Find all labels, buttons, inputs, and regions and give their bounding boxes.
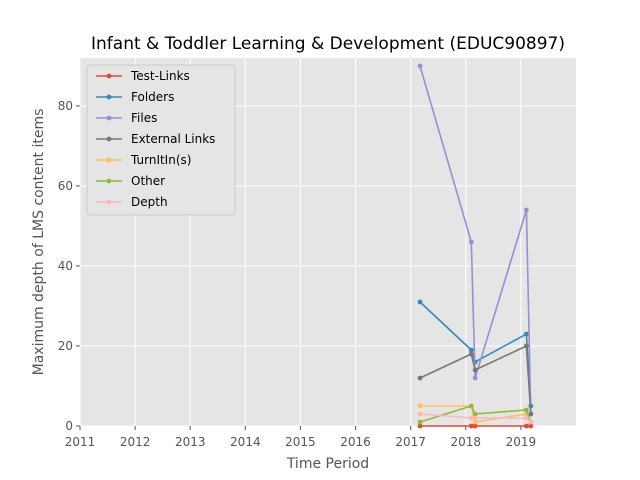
data-point bbox=[468, 423, 474, 429]
data-point bbox=[524, 331, 529, 337]
x-tick-label: 2011 bbox=[65, 435, 96, 449]
y-axis-label: Maximum depth of LMS content items bbox=[31, 109, 47, 376]
data-point bbox=[468, 347, 474, 353]
legend-item: TurnItIn(s) bbox=[96, 153, 191, 167]
series-6 bbox=[417, 411, 534, 425]
chart-title: Infant & Toddler Learning & Development … bbox=[91, 34, 565, 54]
legend-swatch-marker bbox=[106, 73, 112, 79]
legend-label: Depth bbox=[131, 195, 168, 209]
x-tick-label: 2018 bbox=[451, 435, 482, 449]
data-point bbox=[417, 423, 423, 429]
data-point bbox=[528, 411, 534, 417]
x-tick-label: 2016 bbox=[340, 435, 371, 449]
data-point bbox=[528, 423, 534, 429]
data-point bbox=[472, 423, 478, 429]
legend-swatch-marker bbox=[106, 136, 112, 142]
data-point bbox=[468, 239, 474, 245]
data-point bbox=[524, 415, 529, 421]
data-point bbox=[524, 423, 529, 429]
y-tick-label: 80 bbox=[58, 99, 73, 113]
data-point bbox=[472, 411, 478, 417]
y-tick-label: 0 bbox=[65, 419, 73, 433]
legend-label: Files bbox=[131, 111, 157, 125]
y-tick-label: 40 bbox=[58, 259, 73, 273]
series-0 bbox=[417, 423, 534, 429]
legend-swatch-marker bbox=[106, 199, 112, 205]
x-tick-label: 2017 bbox=[395, 435, 426, 449]
legend-swatch-marker bbox=[106, 178, 112, 184]
data-point bbox=[524, 343, 529, 349]
legend-item: Other bbox=[96, 174, 165, 188]
legend-label: External Links bbox=[131, 132, 215, 146]
legend-label: Folders bbox=[131, 90, 174, 104]
data-point bbox=[472, 415, 478, 421]
legend-item: Files bbox=[96, 111, 157, 125]
legend-item: External Links bbox=[96, 132, 215, 146]
data-point bbox=[472, 367, 478, 373]
data-point bbox=[472, 375, 478, 381]
legend-box bbox=[86, 64, 236, 216]
legend-label: Other bbox=[131, 174, 165, 188]
x-tick-label: 2013 bbox=[175, 435, 206, 449]
data-point bbox=[524, 207, 529, 213]
legend: Test-Links Folders Files External Links Turn… bbox=[86, 64, 236, 216]
legend-label: Test-Links bbox=[130, 69, 190, 83]
legend-item: Depth bbox=[96, 195, 168, 209]
y-tick-label: 60 bbox=[58, 179, 73, 193]
data-point bbox=[417, 419, 423, 425]
x-axis-label: Time Period bbox=[286, 456, 369, 472]
data-point bbox=[468, 403, 474, 409]
data-point bbox=[472, 419, 478, 425]
y-axis-ticks: 0 20 40 60 80 bbox=[58, 99, 80, 433]
series-layer bbox=[417, 63, 534, 429]
legend-label: TurnItIn(s) bbox=[130, 153, 191, 167]
legend-swatch-marker bbox=[106, 94, 112, 100]
data-point bbox=[417, 403, 423, 409]
x-tick-label: 2019 bbox=[506, 435, 537, 449]
data-point bbox=[417, 411, 423, 417]
data-point bbox=[417, 63, 423, 69]
data-point bbox=[528, 419, 534, 425]
x-tick-label: 2012 bbox=[120, 435, 151, 449]
data-point bbox=[468, 415, 474, 421]
y-tick-label: 20 bbox=[58, 339, 73, 353]
legend-swatch-marker bbox=[106, 115, 112, 121]
x-axis-ticks: 2011 2012 2013 2014 2015 2016 2017 2018 2019 bbox=[65, 426, 536, 449]
data-point bbox=[524, 407, 529, 413]
legend-swatch-marker bbox=[106, 157, 112, 163]
data-point bbox=[417, 299, 423, 305]
x-tick-label: 2015 bbox=[285, 435, 316, 449]
legend-item: Test-Links bbox=[96, 69, 190, 83]
data-point bbox=[468, 351, 474, 357]
x-tick-label: 2014 bbox=[230, 435, 261, 449]
series-3 bbox=[417, 343, 534, 417]
data-point bbox=[417, 375, 423, 381]
legend-item: Folders bbox=[96, 90, 174, 104]
